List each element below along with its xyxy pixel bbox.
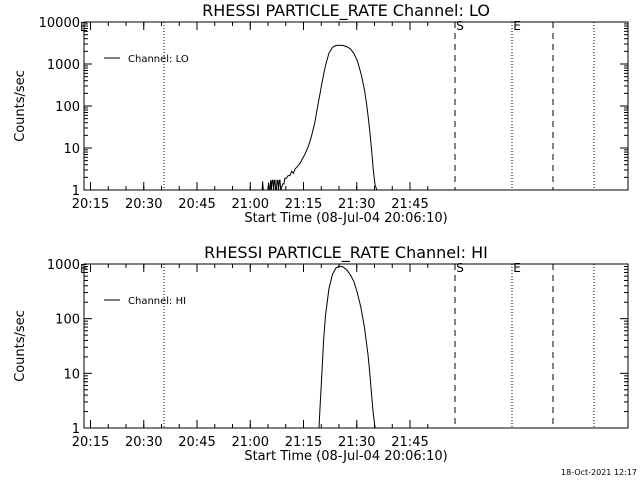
y-tick-label: 1 xyxy=(72,422,80,437)
y-tick-label: 10000 xyxy=(39,16,80,31)
legend-label: Channel: LO xyxy=(128,54,189,65)
x-tick-label: 20:30 xyxy=(125,197,162,212)
y-axis-label: Counts/sec xyxy=(13,310,28,382)
x-tick-label: 20:30 xyxy=(125,435,162,450)
reference-line-label: S xyxy=(456,19,464,33)
x-tick-label: 21:15 xyxy=(285,435,322,450)
plot-frame xyxy=(83,21,629,191)
x-tick-label: 21:00 xyxy=(232,197,269,212)
reference-line-label: S xyxy=(456,261,464,275)
y-tick-label: 10 xyxy=(63,142,80,157)
x-tick-label: 20:45 xyxy=(178,435,215,450)
timestamp: 18-Oct-2021 12:17 xyxy=(561,468,637,477)
y-tick-label: 1000 xyxy=(47,258,80,273)
x-tick-label: 21:45 xyxy=(391,197,428,212)
x-tick-label: 20:15 xyxy=(72,435,109,450)
panel-hi: RHESSI PARTICLE_RATE Channel: HI Start T… xyxy=(13,243,629,464)
y-tick-label: 100 xyxy=(55,100,80,115)
panel-lo: RHESSI PARTICLE_RATE Channel: LO Start T… xyxy=(13,1,629,226)
x-tick-label: 21:45 xyxy=(391,435,428,450)
x-tick-label: 20:15 xyxy=(72,197,109,212)
x-tick-label: 21:15 xyxy=(285,197,322,212)
reference-line-label: E xyxy=(513,19,521,33)
y-tick-label: 100 xyxy=(55,313,80,328)
x-axis-label: Start Time (08-Jul-04 20:06:10) xyxy=(244,211,447,226)
chart-title: RHESSI PARTICLE_RATE Channel: LO xyxy=(202,1,490,21)
y-tick-label: 1000 xyxy=(47,58,80,73)
x-tick-label: 20:45 xyxy=(178,197,215,212)
x-tick-label: 21:30 xyxy=(338,435,375,450)
legend-label: Channel: HI xyxy=(128,296,186,307)
x-tick-label: 21:30 xyxy=(338,197,375,212)
plot-frame xyxy=(83,263,629,429)
x-axis-label: Start Time (08-Jul-04 20:06:10) xyxy=(244,449,447,464)
reference-line-label: E xyxy=(513,261,521,275)
chart-title: RHESSI PARTICLE_RATE Channel: HI xyxy=(204,243,488,263)
series-line xyxy=(84,44,378,191)
y-axis-label: Counts/sec xyxy=(13,70,28,142)
x-tick-label: 21:00 xyxy=(232,435,269,450)
y-tick-label: 1 xyxy=(72,184,80,199)
series-line xyxy=(318,265,376,429)
y-tick-label: 10 xyxy=(63,367,80,382)
